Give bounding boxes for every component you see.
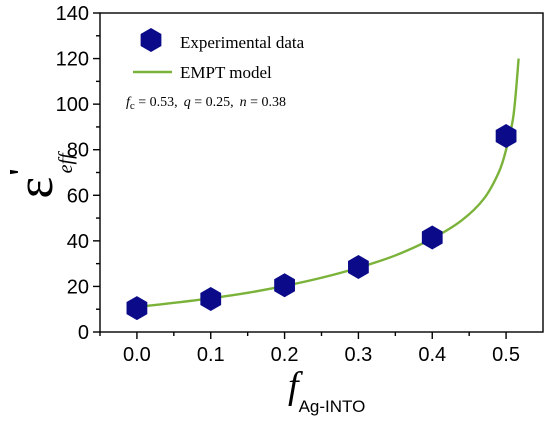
x-tick-label: 0.0 xyxy=(123,344,151,366)
empt-model-curve xyxy=(136,58,520,309)
y-tick-label: 0 xyxy=(78,322,89,344)
y-axis-label-prime: ' xyxy=(3,167,40,176)
x-tick-label: 0.1 xyxy=(197,344,225,366)
y-axis-label: ε' eff xyxy=(3,151,77,199)
y-tick-label: 60 xyxy=(67,185,89,207)
annot-q-value: = 0.25, xyxy=(191,95,234,110)
x-tick-label: 0.3 xyxy=(345,344,373,366)
x-axis-label: fAg-INTO xyxy=(288,365,365,416)
x-axis: 0.0 0.1 0.2 0.3 0.4 0.5 xyxy=(99,332,520,366)
x-tick-label: 0.2 xyxy=(271,344,299,366)
annot-n-label: n xyxy=(240,95,247,110)
y-tick-label: 140 xyxy=(56,3,89,25)
legend-marker-experimental xyxy=(140,28,162,52)
legend-label-model: EMPT model xyxy=(180,63,272,82)
y-tick-label: 40 xyxy=(67,231,89,253)
annot-fc-label: f xyxy=(126,95,132,110)
y-axis-label-sub: eff xyxy=(55,151,77,173)
y-axis: 0 20 40 60 80 100 120 140 xyxy=(56,3,100,344)
annot-n-value: = 0.38 xyxy=(247,95,286,110)
x-tick-label: 0.4 xyxy=(418,344,446,366)
y-tick-label: 80 xyxy=(67,140,89,162)
y-tick-label: 100 xyxy=(56,94,89,116)
annot-q-label: q xyxy=(184,95,191,110)
data-point xyxy=(200,286,222,311)
data-point xyxy=(274,273,295,298)
data-point xyxy=(495,124,517,149)
y-tick-label: 120 xyxy=(56,49,89,71)
data-point xyxy=(421,225,443,250)
parameter-annotation: fc = 0.53, q = 0.25, n = 0.38 xyxy=(126,95,286,112)
annot-fc-value: = 0.53, xyxy=(135,95,178,110)
y-axis-label-main: ε xyxy=(7,177,64,199)
data-point xyxy=(348,255,369,280)
x-tick-label: 0.5 xyxy=(492,344,520,366)
experimental-data-points xyxy=(126,124,517,321)
y-tick-label: 20 xyxy=(67,276,89,298)
x-axis-label-sub: Ag-INTO xyxy=(299,397,366,416)
plot-area-frame xyxy=(99,12,544,333)
data-point xyxy=(126,296,148,321)
legend-label-experimental: Experimental data xyxy=(180,33,305,52)
annot-fc-sub: c xyxy=(130,100,135,112)
legend: Experimental data EMPT model xyxy=(133,28,305,82)
